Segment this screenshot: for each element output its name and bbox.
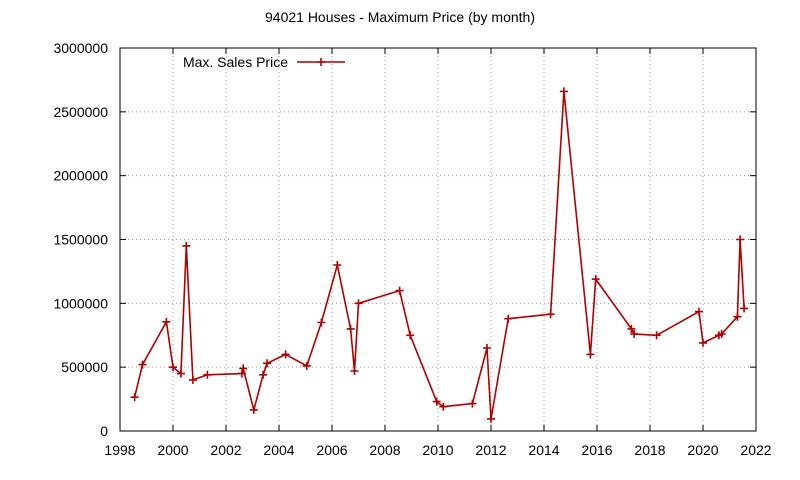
data-point	[354, 299, 363, 308]
data-point	[627, 324, 636, 333]
data-point	[591, 275, 600, 284]
y-tick-labels: 0 500000 1000000 1500000 2000000 2500000 30000…	[53, 40, 108, 439]
data-point	[439, 402, 448, 411]
data-point	[317, 318, 326, 327]
data-point	[188, 375, 197, 384]
x-tick-label: 2000	[157, 442, 188, 458]
x-tick-label: 2012	[475, 442, 506, 458]
y-tick-label: 1000000	[53, 295, 108, 311]
data-point	[483, 344, 491, 352]
data-point	[586, 350, 595, 359]
y-tick-label: 500000	[61, 359, 108, 375]
data-point	[740, 304, 749, 313]
x-tick-label: 2022	[740, 442, 771, 458]
plot-border	[119, 47, 757, 432]
legend: Max. Sales Price	[183, 54, 345, 70]
x-tick-label: 1998	[104, 442, 135, 458]
data-point	[259, 370, 268, 379]
legend-marker	[317, 58, 325, 66]
data-point	[130, 393, 139, 402]
data-point	[395, 286, 404, 295]
legend-label: Max. Sales Price	[183, 54, 288, 70]
x-tick-label: 2006	[316, 442, 347, 458]
data-point	[559, 87, 568, 96]
data-point	[138, 360, 147, 369]
data-point	[302, 361, 311, 370]
data-point	[695, 307, 703, 316]
y-tick-label: 3000000	[53, 40, 108, 56]
x-tick-label: 2010	[422, 442, 453, 458]
data-point	[546, 310, 555, 319]
data-point	[239, 364, 248, 373]
data-point	[432, 397, 441, 406]
data-point	[263, 359, 272, 368]
data-point	[182, 241, 191, 250]
x-tick-label: 2020	[687, 442, 718, 458]
data-point	[406, 331, 415, 340]
x-tick-label: 2014	[528, 442, 559, 458]
x-tick-label: 2018	[634, 442, 665, 458]
data-point	[699, 338, 707, 347]
y-tick-label: 2000000	[53, 168, 108, 184]
x-tick-label: 2008	[369, 442, 400, 458]
x-tick-labels: 1998 2000 2002 2004 2006 2008 2010 2012 2014 2016…	[104, 442, 771, 458]
data-point	[237, 369, 246, 378]
data-point	[333, 261, 342, 269]
x-tick-label: 2002	[210, 442, 241, 458]
data-point	[346, 324, 355, 333]
data-point	[203, 370, 212, 379]
data-point	[350, 367, 359, 375]
data-point	[630, 330, 639, 338]
data-point	[468, 399, 477, 408]
data-point	[169, 363, 177, 372]
data-point	[162, 317, 171, 326]
data-point	[717, 330, 726, 338]
data-point	[504, 314, 513, 323]
y-tick-label: 2500000	[53, 104, 108, 120]
y-tick-label: 1500000	[53, 232, 108, 248]
data-point	[281, 350, 290, 359]
data-point	[733, 312, 742, 321]
data-point	[652, 331, 661, 340]
x-tick-label: 2016	[581, 442, 612, 458]
data-point	[487, 414, 495, 423]
series-line	[133, 90, 745, 420]
data-point	[176, 369, 185, 378]
x-tick-label: 2004	[263, 442, 294, 458]
data-point	[249, 405, 258, 414]
grid-lines	[120, 48, 756, 431]
chart-title: 94021 Houses - Maximum Price (by month)	[265, 9, 535, 25]
data-point	[736, 235, 745, 244]
y-tick-label: 0	[100, 423, 108, 439]
series-layer	[130, 87, 749, 423]
